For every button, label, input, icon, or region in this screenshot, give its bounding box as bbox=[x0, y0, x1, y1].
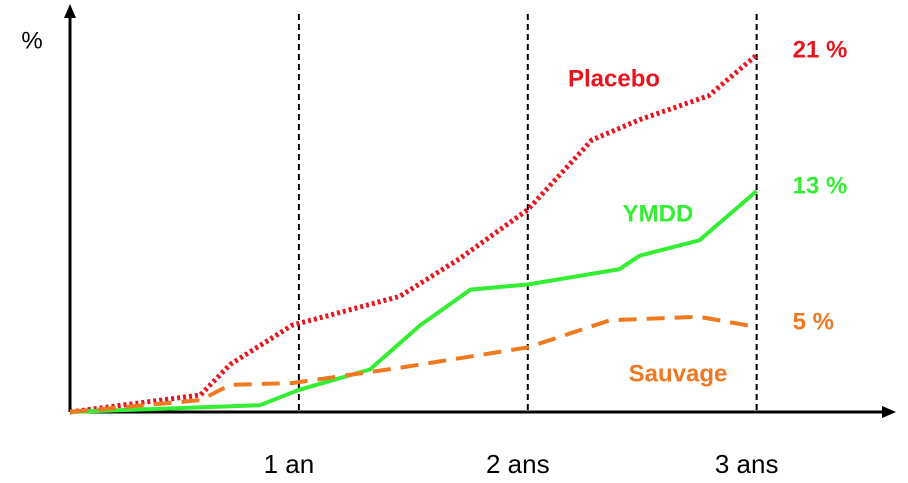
x-tick-label: 1 an bbox=[264, 449, 315, 479]
series-line bbox=[69, 314, 758, 414]
x-tick-label: 2 ans bbox=[486, 449, 550, 479]
value-label: 13 % bbox=[793, 172, 848, 199]
value-label: 5 % bbox=[793, 308, 834, 335]
series-label: Placebo bbox=[568, 65, 660, 92]
value-label: 21 % bbox=[793, 36, 848, 63]
series-line bbox=[69, 53, 759, 415]
series-label: YMDD bbox=[623, 200, 694, 227]
series-label: Sauvage bbox=[629, 360, 728, 387]
y-axis-arrow bbox=[64, 4, 76, 18]
x-tick-label: 3 ans bbox=[715, 449, 779, 479]
y-axis-label: % bbox=[21, 27, 42, 54]
x-axis-arrow bbox=[882, 406, 896, 418]
series-line bbox=[69, 189, 758, 414]
